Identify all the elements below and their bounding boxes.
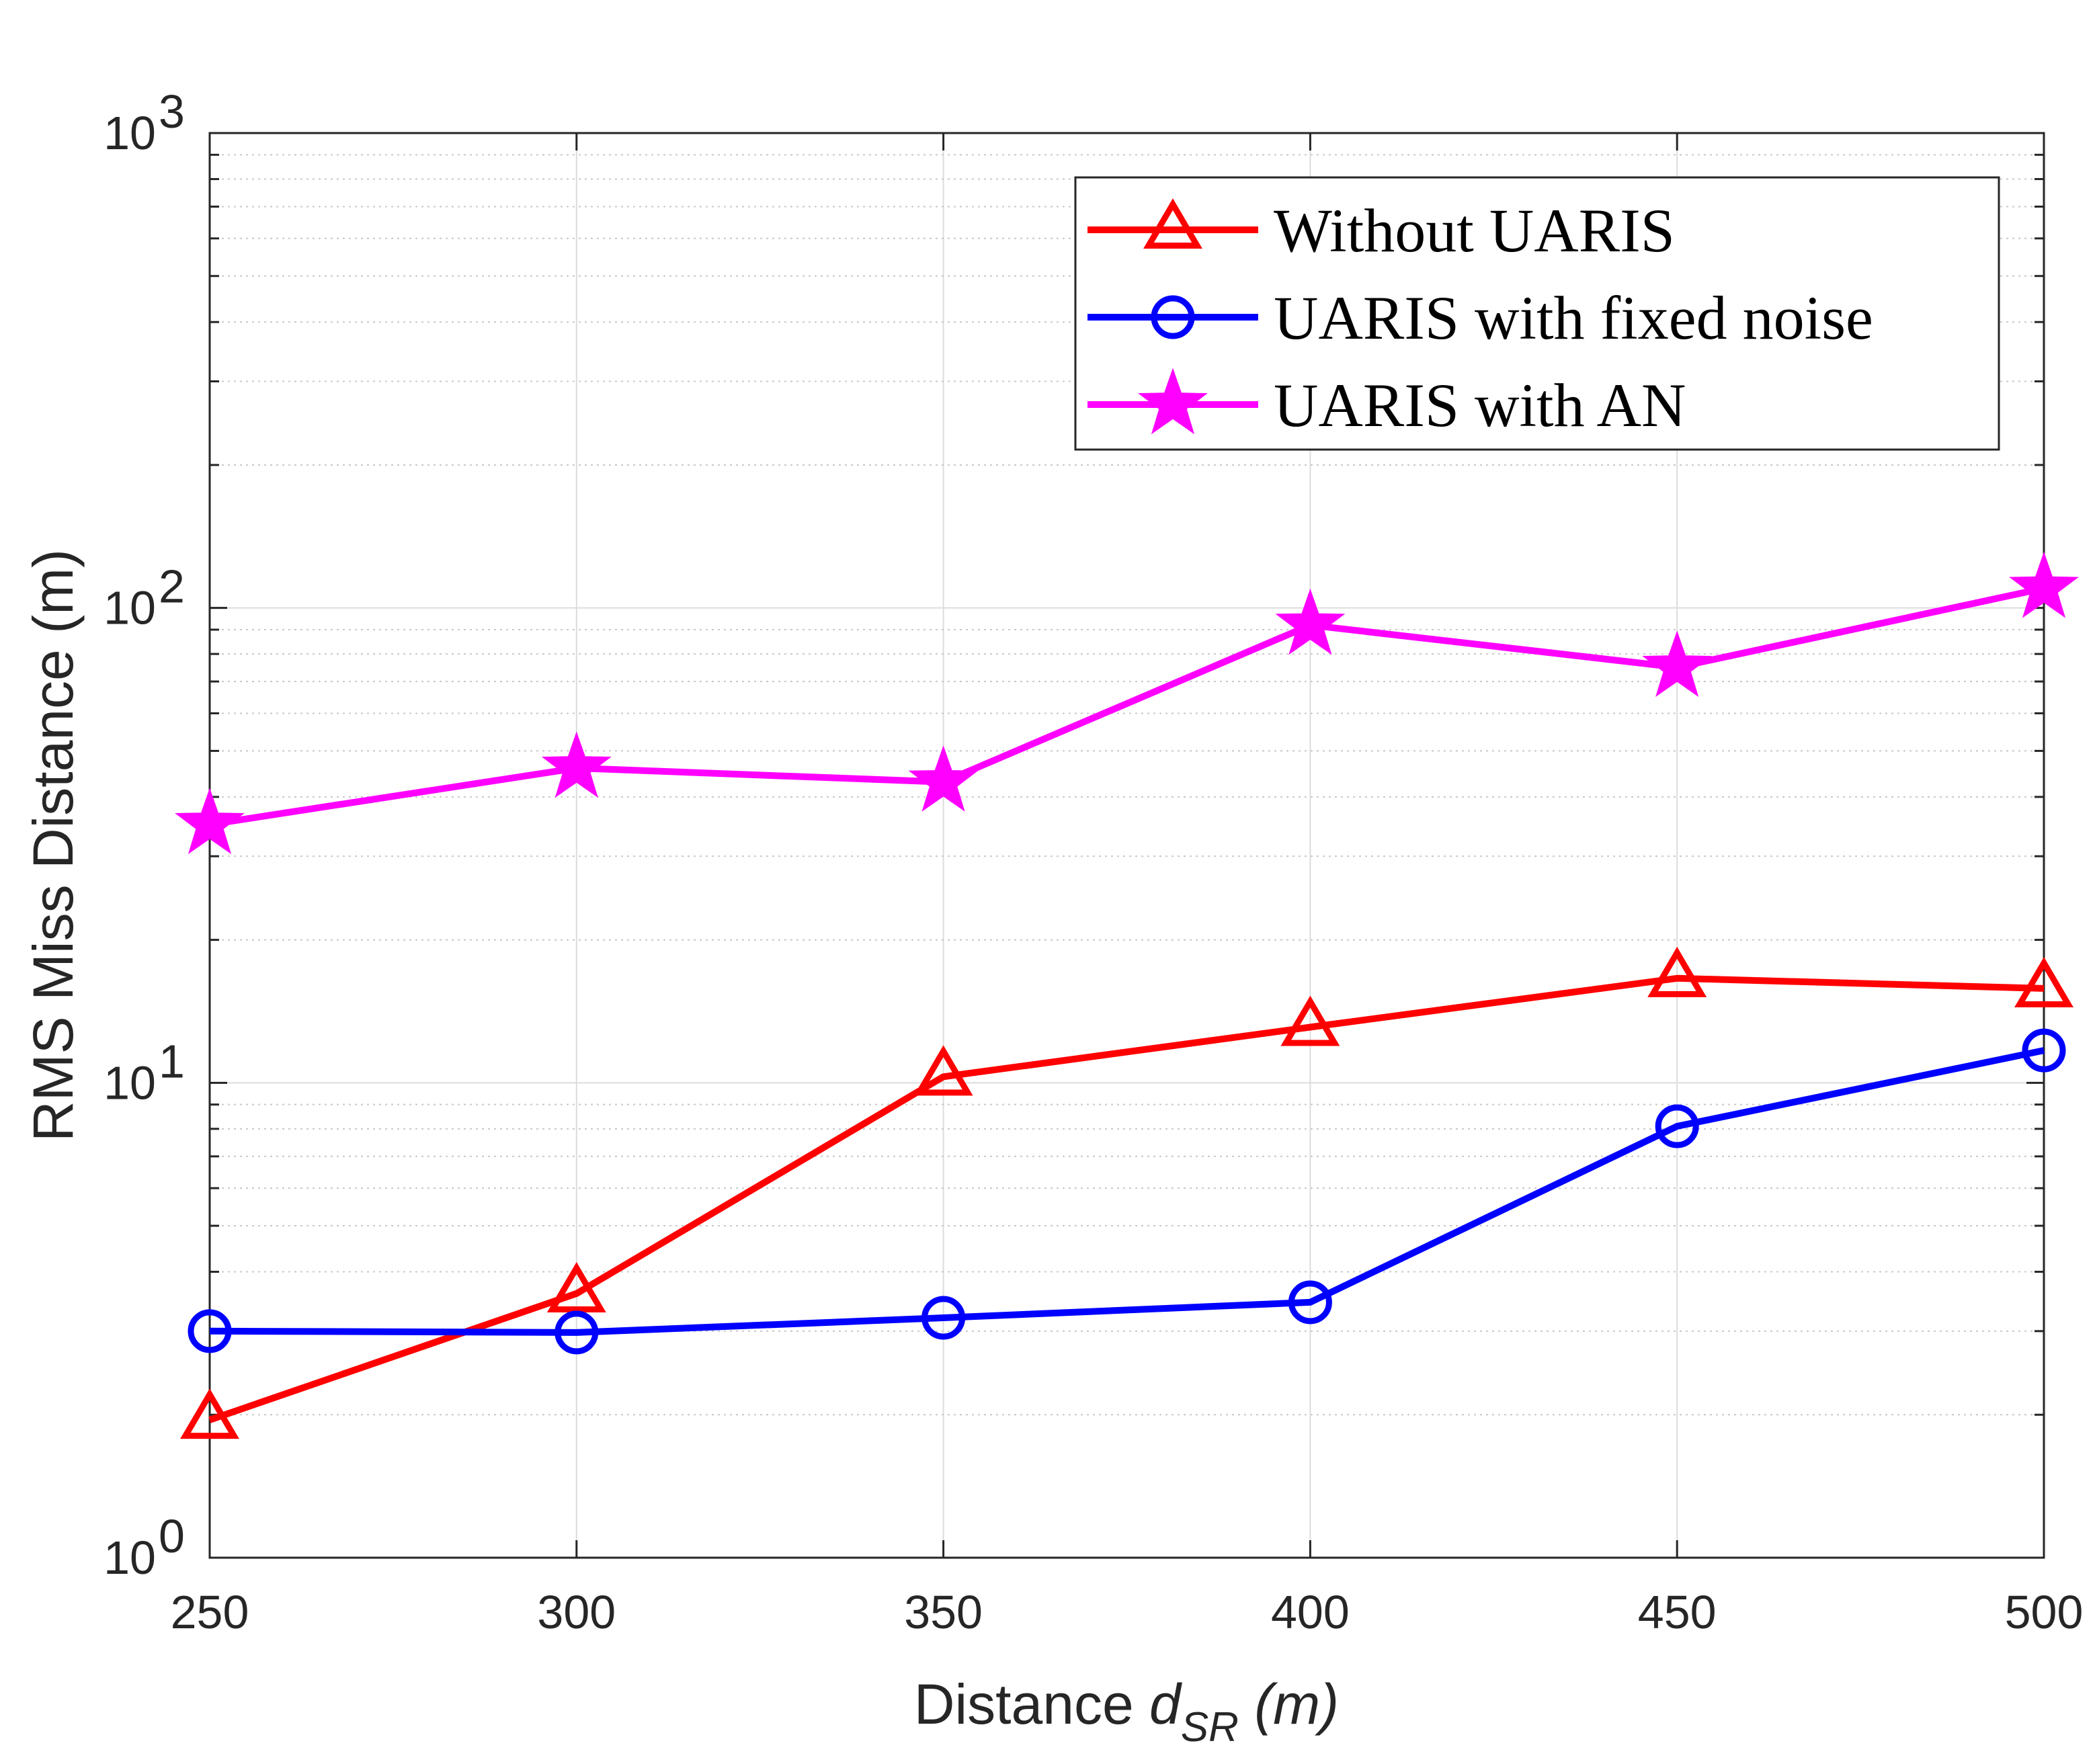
series-line bbox=[208, 974, 2045, 1423]
legend-entry: Without UARIS bbox=[1087, 196, 1675, 265]
triangle-marker bbox=[1143, 198, 1202, 249]
legend: Without UARIS UARIS with fixed noise UARIS… bbox=[1074, 176, 2000, 451]
circle-marker bbox=[2022, 1028, 2066, 1073]
y-tick-exponent: 1 bbox=[159, 1035, 185, 1087]
series-line bbox=[209, 1047, 2045, 1336]
y-tick-label: 10 bbox=[104, 582, 156, 634]
y-tick-exponent: 3 bbox=[159, 85, 185, 138]
x-tick-label: 450 bbox=[1638, 1586, 1717, 1638]
circle-marker bbox=[1151, 295, 1195, 339]
legend-label: Without UARIS bbox=[1274, 196, 1675, 265]
series-triangle bbox=[180, 946, 2073, 1439]
legend-label: UARIS with fixed noise bbox=[1274, 284, 1873, 352]
circle-marker bbox=[188, 1309, 232, 1353]
series-layer bbox=[175, 551, 2079, 1439]
star-marker bbox=[175, 788, 245, 854]
series-star bbox=[175, 551, 2079, 854]
star-marker bbox=[2009, 551, 2079, 618]
triangle-marker bbox=[2014, 957, 2073, 1008]
y-axis-label: RMS Miss Distance (m) bbox=[22, 549, 85, 1142]
legend-entry: UARIS with AN bbox=[1087, 368, 1686, 439]
circle-marker bbox=[1288, 1280, 1332, 1325]
x-tick-label: 400 bbox=[1271, 1586, 1350, 1638]
y-tick-label: 10 bbox=[104, 1531, 156, 1584]
star-marker bbox=[1138, 368, 1208, 435]
x-tick-label: 250 bbox=[171, 1586, 249, 1638]
triangle-marker bbox=[913, 1045, 973, 1096]
x-tick-label: 300 bbox=[537, 1586, 616, 1638]
series-line bbox=[209, 585, 2045, 828]
y-tick-label: 10 bbox=[104, 107, 156, 159]
y-tick-label: 10 bbox=[104, 1056, 156, 1109]
triangle-marker bbox=[1647, 946, 1707, 997]
star-marker bbox=[1642, 630, 1713, 698]
legend-label: UARIS with AN bbox=[1274, 371, 1686, 439]
legend-entry: UARIS with fixed noise bbox=[1087, 284, 1873, 352]
circle-marker bbox=[1655, 1104, 1699, 1148]
star-marker bbox=[1275, 588, 1346, 655]
x-tick-label: 500 bbox=[2005, 1586, 2084, 1638]
x-tick-label: 350 bbox=[904, 1586, 983, 1638]
y-tick-exponent: 2 bbox=[159, 560, 185, 613]
x-axis-label: Distance dSR (m) bbox=[914, 1673, 1339, 1751]
circle-marker bbox=[554, 1310, 599, 1355]
plot-area-frame bbox=[208, 132, 2045, 1559]
triangle-marker bbox=[1280, 995, 1340, 1046]
circle-marker bbox=[921, 1296, 966, 1340]
star-marker bbox=[541, 731, 612, 798]
star-marker bbox=[908, 745, 979, 812]
y-tick-exponent: 0 bbox=[159, 1510, 185, 1562]
series-circle bbox=[188, 1028, 2066, 1355]
triangle-marker bbox=[546, 1261, 606, 1312]
triangle-marker bbox=[180, 1388, 239, 1439]
